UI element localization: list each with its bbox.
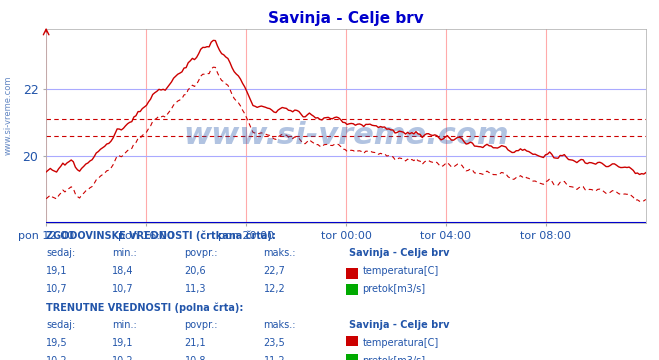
Text: www.si-vreme.com: www.si-vreme.com <box>3 76 13 155</box>
Text: 12,2: 12,2 <box>264 284 285 294</box>
Text: maks.:: maks.: <box>264 248 296 258</box>
Text: 11,2: 11,2 <box>264 356 285 360</box>
Text: 19,1: 19,1 <box>112 338 134 348</box>
Text: 10,2: 10,2 <box>112 356 134 360</box>
Text: 19,1: 19,1 <box>46 266 68 276</box>
Text: sedaj:: sedaj: <box>46 320 75 330</box>
Text: 11,3: 11,3 <box>185 284 206 294</box>
Text: min.:: min.: <box>112 248 137 258</box>
Text: 18,4: 18,4 <box>112 266 134 276</box>
Text: Savinja - Celje brv: Savinja - Celje brv <box>349 320 450 330</box>
Text: 19,5: 19,5 <box>46 338 68 348</box>
Text: ZGODOVINSKE VREDNOSTI (črtkana črta):: ZGODOVINSKE VREDNOSTI (črtkana črta): <box>46 230 276 241</box>
Text: 10,7: 10,7 <box>112 284 134 294</box>
Text: povpr.:: povpr.: <box>185 248 218 258</box>
Text: 10,2: 10,2 <box>46 356 68 360</box>
Text: 10,7: 10,7 <box>46 284 68 294</box>
Text: www.si-vreme.com: www.si-vreme.com <box>183 121 509 150</box>
Text: povpr.:: povpr.: <box>185 320 218 330</box>
Text: TRENUTNE VREDNOSTI (polna črta):: TRENUTNE VREDNOSTI (polna črta): <box>46 302 244 313</box>
Title: Savinja - Celje brv: Savinja - Celje brv <box>268 11 424 26</box>
Text: 21,1: 21,1 <box>185 338 206 348</box>
Text: Savinja - Celje brv: Savinja - Celje brv <box>349 248 450 258</box>
Text: temperatura[C]: temperatura[C] <box>362 266 439 276</box>
Text: 22,7: 22,7 <box>264 266 285 276</box>
Text: min.:: min.: <box>112 320 137 330</box>
Text: 10,8: 10,8 <box>185 356 206 360</box>
Text: temperatura[C]: temperatura[C] <box>362 338 439 348</box>
Text: maks.:: maks.: <box>264 320 296 330</box>
Text: 20,6: 20,6 <box>185 266 206 276</box>
Text: pretok[m3/s]: pretok[m3/s] <box>362 356 426 360</box>
Text: 23,5: 23,5 <box>264 338 285 348</box>
Text: pretok[m3/s]: pretok[m3/s] <box>362 284 426 294</box>
Text: sedaj:: sedaj: <box>46 248 75 258</box>
